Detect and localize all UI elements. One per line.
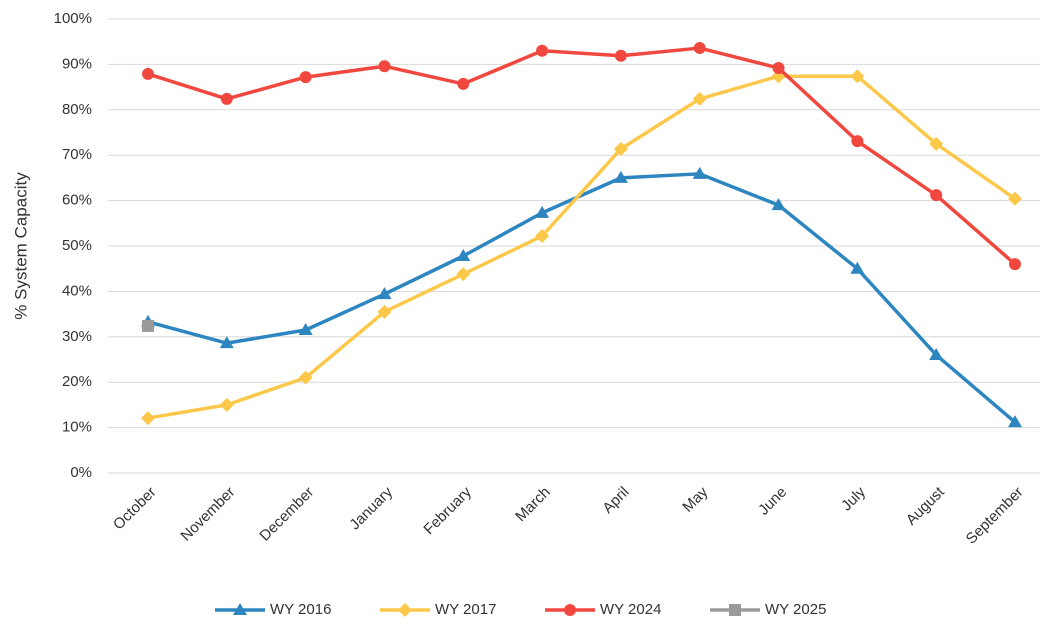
legend-label: WY 2025 (765, 601, 826, 618)
marker (377, 287, 392, 300)
marker (298, 370, 313, 385)
marker (930, 189, 943, 202)
x-tick-label: August (903, 483, 949, 529)
marker (299, 71, 312, 84)
y-tick-label: 10% (62, 419, 92, 436)
marker (851, 135, 864, 148)
marker (929, 136, 944, 151)
x-tick-label: April (599, 484, 632, 517)
series-line (147, 172, 1017, 424)
x-tick-label: October (110, 484, 160, 534)
marker (378, 60, 391, 73)
marker (219, 336, 234, 349)
marker (1008, 191, 1022, 206)
legend-marker (398, 603, 412, 617)
marker (692, 91, 707, 106)
marker (693, 42, 706, 55)
marker (141, 411, 155, 426)
y-axis-label: % System Capacity (11, 172, 30, 320)
y-tick-label: 40% (62, 282, 92, 299)
marker (613, 170, 628, 183)
marker (535, 205, 550, 218)
marker (456, 248, 471, 261)
series-line (147, 74, 1017, 420)
legend-label: WY 2024 (600, 601, 661, 618)
y-tick-label: 80% (62, 101, 92, 118)
y-tick-label: 100% (54, 10, 92, 27)
marker (614, 49, 627, 62)
y-tick-label: 90% (62, 55, 92, 72)
x-tick-label: January (346, 483, 396, 533)
x-tick-label: July (838, 483, 869, 514)
x-tick-label: June (755, 484, 790, 519)
marker (377, 304, 392, 319)
marker (850, 69, 865, 84)
marker (457, 77, 470, 90)
marker (142, 67, 154, 80)
marker (771, 198, 786, 211)
x-tick-label: May (679, 483, 711, 515)
legend-label: WY 2017 (435, 601, 496, 618)
y-tick-label: 50% (62, 237, 92, 254)
y-tick-label: 0% (70, 464, 92, 481)
legend-marker (233, 603, 247, 615)
marker (142, 319, 154, 332)
series-line (147, 46, 1017, 266)
marker (220, 92, 233, 105)
marker (613, 141, 628, 156)
marker (772, 62, 785, 75)
legend-label: WY 2016 (270, 601, 331, 618)
marker (298, 322, 313, 335)
y-tick-label: 30% (62, 328, 92, 345)
marker (692, 166, 707, 179)
x-tick-label: March (512, 484, 553, 525)
marker (929, 347, 944, 360)
marker (1008, 415, 1022, 428)
x-tick-label: December (256, 484, 317, 545)
x-tick-label: September (963, 484, 1027, 548)
marker (536, 44, 549, 57)
x-tick-label: November (177, 484, 238, 545)
y-tick-label: 20% (62, 373, 92, 390)
marker (535, 229, 550, 244)
y-tick-label: 60% (62, 192, 92, 209)
marker (850, 261, 865, 274)
marker (1009, 258, 1021, 271)
legend-marker (564, 604, 576, 616)
legend-marker (729, 604, 741, 616)
x-tick-label: February (420, 483, 475, 538)
y-tick-label: 70% (62, 146, 92, 163)
marker (456, 267, 471, 282)
marker (219, 397, 234, 412)
